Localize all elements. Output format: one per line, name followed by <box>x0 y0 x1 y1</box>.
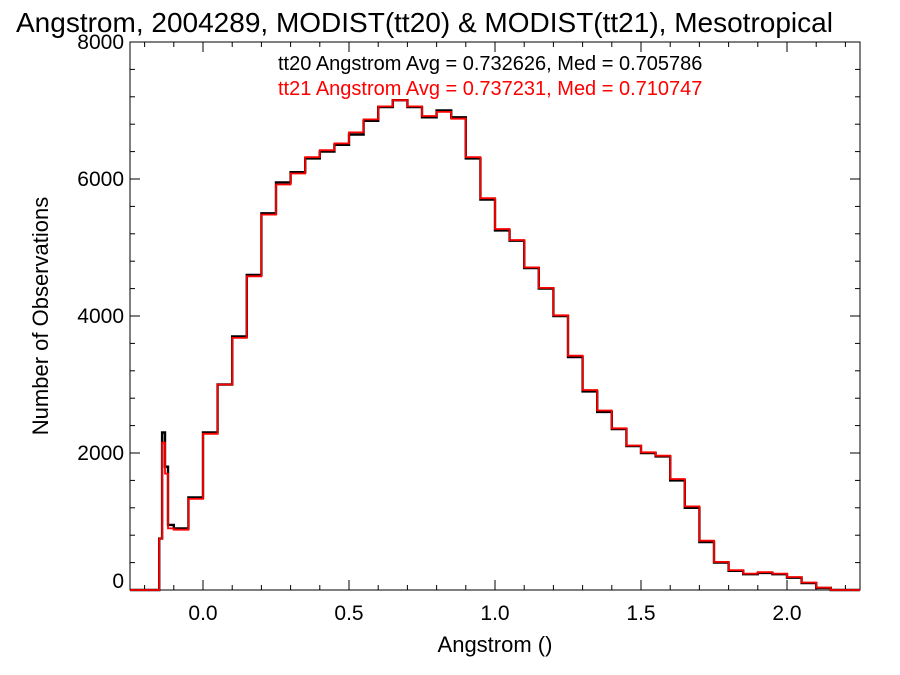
y-tick-label: 4000 <box>77 305 124 328</box>
legend-series-1: tt20 Angstrom Avg = 0.732626, Med = 0.70… <box>278 53 702 75</box>
y-tick-label: 8000 <box>77 31 124 54</box>
plot-area <box>129 41 861 591</box>
x-tick-label: 1.5 <box>626 602 655 625</box>
x-axis-label: Angstrom () <box>438 632 553 657</box>
x-tick-label: 2.0 <box>772 602 801 625</box>
series-layer <box>130 99 860 592</box>
y-axis-label: Number of Observations <box>28 197 53 435</box>
x-tick-label: 0.0 <box>188 602 217 625</box>
x-tick-label: 0.5 <box>334 602 363 625</box>
axis-ticks <box>130 41 860 591</box>
x-tick-label: 1.0 <box>480 602 509 625</box>
y-tick-label: 0 <box>112 570 124 593</box>
series-tt21-line <box>130 99 860 591</box>
legend-series-2: tt21 Angstrom Avg = 0.737231, Med = 0.71… <box>278 78 702 100</box>
chart-title: Angstrom, 2004289, MODIST(tt20) & MODIST… <box>16 7 833 38</box>
y-tick-label: 2000 <box>77 442 124 465</box>
axis-tick-labels: 0.0 0.5 1.0 1.5 2.0 0 2000 4000 6000 8000 <box>77 31 801 625</box>
series-tt20-line <box>130 99 860 592</box>
y-tick-label: 6000 <box>77 168 124 191</box>
